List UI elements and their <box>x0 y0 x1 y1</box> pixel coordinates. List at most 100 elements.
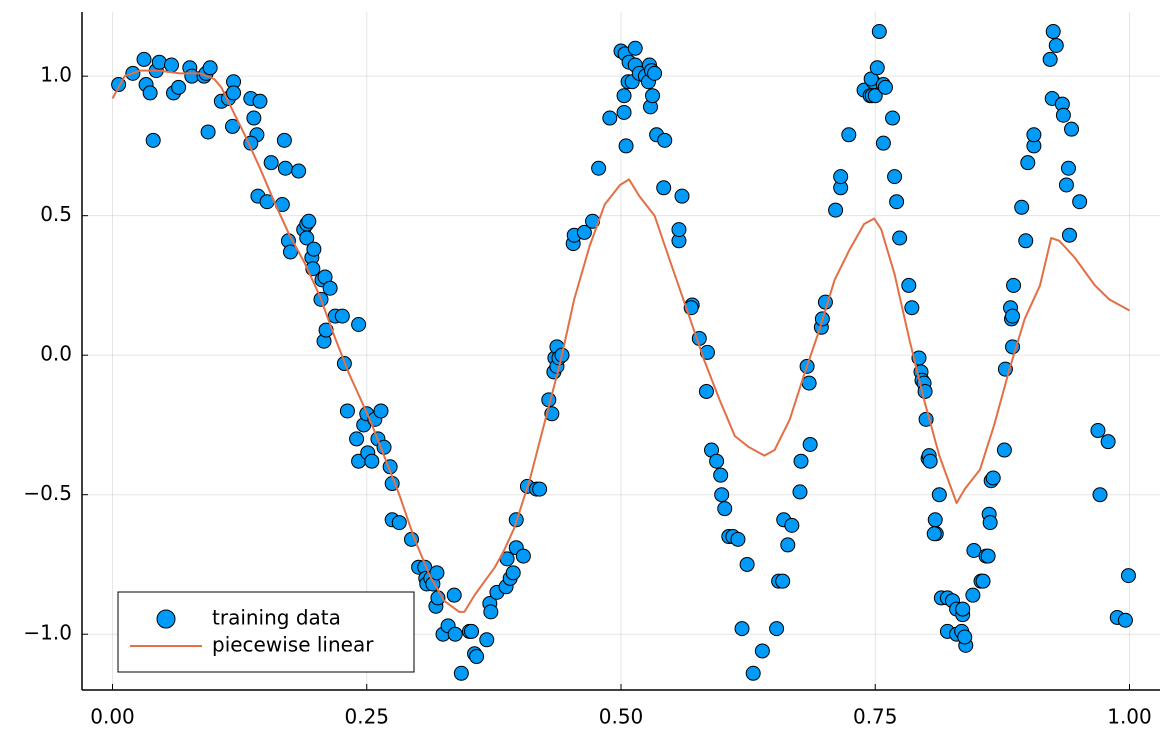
data-point <box>1072 194 1088 210</box>
data-point <box>955 601 971 617</box>
data-point <box>1100 434 1116 450</box>
data-point <box>263 155 279 171</box>
data-point <box>136 51 152 67</box>
data-point <box>200 124 216 140</box>
x-tick-label: 0.50 <box>599 705 644 729</box>
data-point <box>739 556 755 572</box>
data-point <box>1092 487 1108 503</box>
data-point <box>351 316 367 332</box>
data-point <box>745 665 761 681</box>
data-point <box>982 515 998 531</box>
data-point <box>282 244 298 260</box>
data-point <box>391 515 407 531</box>
data-point <box>792 484 808 500</box>
data-point <box>965 587 981 603</box>
data-point <box>151 54 167 70</box>
y-tick-label: 0.0 <box>40 342 72 366</box>
data-point <box>887 169 903 185</box>
fit-line <box>111 69 1130 613</box>
data-point <box>698 383 714 399</box>
data-point <box>833 169 849 185</box>
legend: training data piecewise linear <box>117 591 415 673</box>
data-point <box>616 88 632 104</box>
data-point <box>657 132 673 148</box>
data-point <box>966 542 982 558</box>
data-point <box>975 573 991 589</box>
data-point <box>656 180 672 196</box>
data-point <box>867 88 883 104</box>
data-point <box>306 241 322 257</box>
data-point <box>145 132 161 148</box>
data-point <box>364 453 380 469</box>
data-point <box>1006 277 1022 293</box>
data-point <box>446 587 462 603</box>
data-point <box>780 537 796 553</box>
legend-label: piecewise linear <box>212 633 374 657</box>
data-point <box>1064 121 1080 137</box>
data-point <box>922 453 938 469</box>
data-point <box>875 135 891 151</box>
data-point <box>869 60 885 76</box>
data-point <box>276 132 292 148</box>
data-point <box>885 110 901 126</box>
data-point <box>163 57 179 73</box>
data-point <box>996 442 1012 458</box>
data-point <box>464 623 480 639</box>
data-point <box>469 649 485 665</box>
data-point <box>373 403 389 419</box>
data-point <box>1018 233 1034 249</box>
data-point <box>717 501 733 517</box>
data-point <box>429 565 445 581</box>
x-tick-label: 1.00 <box>1107 705 1152 729</box>
data-point <box>1005 308 1021 324</box>
data-point <box>616 104 632 120</box>
data-point <box>713 467 729 483</box>
data-point <box>709 453 725 469</box>
data-point <box>671 222 687 238</box>
legend-marker <box>156 609 176 629</box>
data-point <box>828 202 844 218</box>
data-point <box>714 487 730 503</box>
data-point <box>645 88 661 104</box>
data-point <box>931 487 947 503</box>
data-point <box>927 512 943 528</box>
data-point <box>769 621 785 637</box>
data-point <box>730 531 746 547</box>
x-tick-label: 0.25 <box>344 705 389 729</box>
data-point <box>926 526 942 542</box>
data-point <box>871 24 887 40</box>
data-point <box>1117 612 1133 628</box>
legend-label: training data <box>212 606 341 630</box>
data-point <box>1058 177 1074 193</box>
data-point <box>142 85 158 101</box>
data-point <box>171 79 187 95</box>
data-point <box>1090 423 1106 439</box>
data-point <box>246 110 262 126</box>
data-point <box>801 375 817 391</box>
data-point <box>339 403 355 419</box>
data-point <box>618 138 634 154</box>
data-point <box>985 470 1001 486</box>
data-point <box>1048 37 1064 53</box>
y-tick-label: 1.0 <box>40 63 72 87</box>
data-point <box>202 60 218 76</box>
data-point <box>734 621 750 637</box>
data-point <box>349 431 365 447</box>
data-point <box>775 573 791 589</box>
data-point <box>980 548 996 564</box>
data-point <box>602 110 618 126</box>
y-tick-label: −1.0 <box>23 621 72 645</box>
x-tick-label: 0.75 <box>853 705 898 729</box>
data-point <box>627 40 643 56</box>
data-point <box>1120 568 1136 584</box>
data-point <box>892 230 908 246</box>
data-point <box>802 436 818 452</box>
data-point <box>301 213 317 229</box>
data-point <box>957 629 973 645</box>
data-point <box>334 308 350 324</box>
data-point <box>754 643 770 659</box>
legend-box <box>117 591 415 673</box>
y-tick-label: 0.5 <box>40 202 72 226</box>
data-point <box>793 453 809 469</box>
